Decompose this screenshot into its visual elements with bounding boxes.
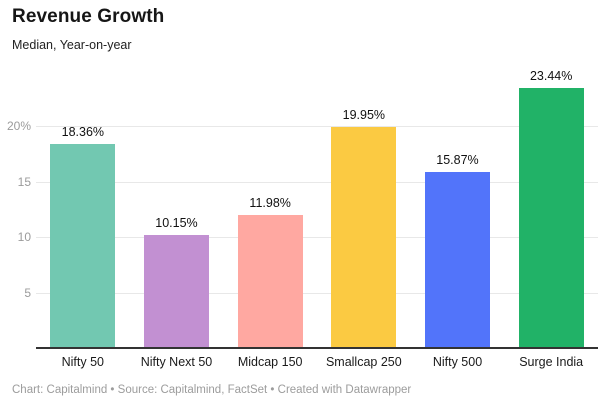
bar-midcap-150[interactable]: [237, 215, 303, 348]
bar-nifty-50[interactable]: [50, 144, 116, 348]
y-axis-tick-label: 10: [17, 230, 31, 244]
bar-value-label: 11.98%: [249, 196, 291, 211]
bar-nifty-next-50[interactable]: [144, 235, 209, 348]
x-axis-category-label: Nifty 50: [61, 355, 105, 369]
y-axis-tick-label: 5: [24, 285, 31, 300]
y-axis-tick-label: 20%: [6, 119, 31, 133]
bar-value-label: 19.95%: [342, 107, 386, 122]
bar-value-label: 15.87%: [436, 152, 479, 167]
bar-surge-india[interactable]: [518, 87, 584, 348]
chart-title: Revenue Growth: [12, 6, 165, 27]
x-axis-category-label: Nifty 500: [432, 355, 483, 369]
x-axis-category-label: Surge India: [519, 355, 584, 369]
chart-footer-attribution: Chart: Capitalmind • Source: Capitalmind…: [12, 384, 412, 396]
bar-smallcap-250[interactable]: [331, 126, 397, 348]
bar-value-label: 10.15%: [155, 216, 198, 231]
x-axis-baseline: [36, 347, 598, 349]
bar-value-label: 18.36%: [61, 125, 105, 140]
bar-value-label: 23.44%: [529, 68, 573, 83]
bar-nifty-500[interactable]: [425, 171, 490, 348]
y-gridline: [36, 292, 598, 294]
x-axis-category-label: Smallcap 250: [325, 355, 402, 369]
y-axis-tick-label: 15: [17, 174, 31, 189]
chart-subtitle: Median, Year-on-year: [12, 38, 132, 52]
y-gridline: [36, 237, 598, 238]
x-axis-category-label: Nifty Next 50: [140, 355, 213, 369]
x-axis-category-label: Midcap 150: [237, 355, 303, 369]
y-gridline: [36, 126, 598, 127]
y-gridline: [36, 181, 598, 183]
